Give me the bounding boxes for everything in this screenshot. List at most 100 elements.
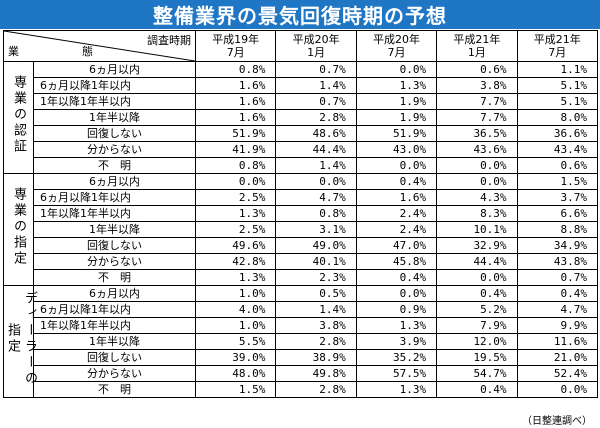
value-cell: 2.4% — [355, 205, 438, 222]
value-cell: 0.8% — [194, 61, 277, 78]
value-cell: 0.0% — [436, 173, 518, 190]
value-cell: 36.6% — [516, 125, 598, 142]
table-row: 1年半以降 5.5% 2.8% 3.9% 12.0% 11.6% — [4, 333, 598, 350]
table-body: 専業の認証 6ヵ月以内 0.8% 0.7% 0.0% 0.6% 1.1% 6ヵ月以降1年以内 1… — [3, 61, 598, 398]
value-cell: 48.0% — [194, 365, 277, 382]
value-cell: 1.3% — [355, 317, 438, 334]
row-label: 分からない — [33, 141, 196, 158]
value-cell: 1.6% — [355, 189, 438, 206]
row-axis-label: 業 態 — [8, 45, 119, 58]
value-cell: 2.3% — [275, 269, 357, 286]
row-label: 6ヵ月以降1年以内 — [33, 189, 196, 206]
value-cell: 49.0% — [275, 237, 357, 254]
value-cell: 1.9% — [355, 109, 438, 126]
row-label: 1年以降1年半以内 — [33, 317, 196, 334]
value-cell: 3.8% — [275, 317, 357, 334]
table-row: 回復しない 49.6% 49.0% 47.0% 32.9% 34.9% — [4, 237, 598, 254]
value-cell: 41.9% — [194, 141, 277, 158]
value-cell: 1.6% — [194, 109, 277, 126]
value-cell: 44.4% — [436, 253, 518, 270]
col-axis-label: 調査時期 — [147, 34, 191, 47]
value-cell: 21.0% — [516, 349, 598, 366]
page-title: 整備業界の景気回復時期の予想 — [0, 0, 600, 29]
value-cell: 0.7% — [275, 61, 357, 78]
value-cell: 36.5% — [436, 125, 518, 142]
value-cell: 11.6% — [516, 333, 598, 350]
value-cell: 0.0% — [436, 157, 518, 174]
row-label: 回復しない — [33, 237, 196, 254]
column-header: 平成21年 7月 — [516, 30, 598, 62]
row-label: 6ヵ月以降1年以内 — [33, 301, 196, 318]
value-cell: 38.9% — [275, 349, 357, 366]
value-cell: 3.8% — [436, 77, 518, 94]
table-row: ディーラーの指定 6ヵ月以内 1.0% 0.5% 0.0% 0.4% 0.4% — [3, 285, 598, 398]
table-row: 不 明 1.5% 2.8% 1.3% 0.4% 0.0% — [4, 381, 598, 398]
value-cell: 7.7% — [436, 109, 518, 126]
value-cell: 6.6% — [516, 205, 598, 222]
value-cell: 0.0% — [355, 157, 438, 174]
forecast-table: 調査時期 業 態 平成19年 7月 平成20年 1月 平成20年 7月 平成21年 1月… — [3, 30, 598, 398]
value-cell: 1.9% — [355, 93, 438, 110]
value-cell: 5.5% — [194, 333, 277, 350]
value-cell: 47.0% — [355, 237, 438, 254]
value-cell: 7.7% — [436, 93, 518, 110]
value-cell: 19.5% — [436, 349, 518, 366]
value-cell: 0.0% — [355, 61, 438, 78]
row-label: 1年以降1年半以内 — [33, 205, 196, 222]
value-cell: 1.0% — [194, 285, 277, 302]
row-label: 1年半以降 — [33, 333, 196, 350]
value-cell: 10.1% — [436, 221, 518, 238]
value-cell: 4.7% — [516, 301, 598, 318]
value-cell: 1.3% — [194, 205, 277, 222]
value-cell: 0.6% — [516, 157, 598, 174]
table-row: 不 明 0.8% 1.4% 0.0% 0.0% 0.6% — [4, 157, 598, 174]
value-cell: 1.3% — [355, 77, 438, 94]
group-label: 専業の認証 — [3, 61, 34, 174]
column-header: 平成20年 7月 — [355, 30, 438, 62]
table-row: 分からない 42.8% 40.1% 45.8% 44.4% 43.8% — [4, 253, 598, 270]
row-label: 1年半以降 — [33, 221, 196, 238]
value-cell: 0.7% — [516, 269, 598, 286]
value-cell: 5.1% — [516, 93, 598, 110]
value-cell: 12.0% — [436, 333, 518, 350]
row-label: 1年半以降 — [33, 109, 196, 126]
value-cell: 0.4% — [355, 269, 438, 286]
value-cell: 7.9% — [436, 317, 518, 334]
value-cell: 51.9% — [355, 125, 438, 142]
value-cell: 8.8% — [516, 221, 598, 238]
table-row: 1年以降1年半以内 1.6% 0.7% 1.9% 7.7% 5.1% — [4, 93, 598, 110]
row-label: 分からない — [33, 253, 196, 270]
value-cell: 1.3% — [194, 269, 277, 286]
table-row: 不 明 1.3% 2.3% 0.4% 0.0% 0.7% — [4, 269, 598, 286]
value-cell: 1.4% — [275, 77, 357, 94]
value-cell: 0.4% — [355, 173, 438, 190]
value-cell: 43.8% — [516, 253, 598, 270]
value-cell: 2.8% — [275, 333, 357, 350]
value-cell: 3.9% — [355, 333, 438, 350]
value-cell: 0.0% — [355, 285, 438, 302]
table-row: 1年半以降 2.5% 3.1% 2.4% 10.1% 8.8% — [4, 221, 598, 238]
value-cell: 0.0% — [436, 269, 518, 286]
value-cell: 4.3% — [436, 189, 518, 206]
value-cell: 49.6% — [194, 237, 277, 254]
table-row: 回復しない 39.0% 38.9% 35.2% 19.5% 21.0% — [4, 349, 598, 366]
value-cell: 0.4% — [436, 381, 518, 398]
value-cell: 43.4% — [516, 141, 598, 158]
row-label: 6ヵ月以内 — [33, 285, 196, 302]
value-cell: 2.8% — [275, 381, 357, 398]
value-cell: 0.8% — [275, 205, 357, 222]
value-cell: 1.5% — [516, 173, 598, 190]
value-cell: 1.0% — [194, 317, 277, 334]
table-row: 6ヵ月以降1年以内 4.0% 1.4% 0.9% 5.2% 4.7% — [4, 301, 598, 318]
value-cell: 2.8% — [275, 109, 357, 126]
diagonal-line — [4, 31, 195, 61]
value-cell: 40.1% — [275, 253, 357, 270]
value-cell: 0.7% — [275, 93, 357, 110]
value-cell: 9.9% — [516, 317, 598, 334]
row-label: 不 明 — [33, 157, 196, 174]
row-label: 不 明 — [33, 381, 196, 398]
value-cell: 54.7% — [436, 365, 518, 382]
value-cell: 0.5% — [275, 285, 357, 302]
value-cell: 43.0% — [355, 141, 438, 158]
value-cell: 0.4% — [436, 285, 518, 302]
